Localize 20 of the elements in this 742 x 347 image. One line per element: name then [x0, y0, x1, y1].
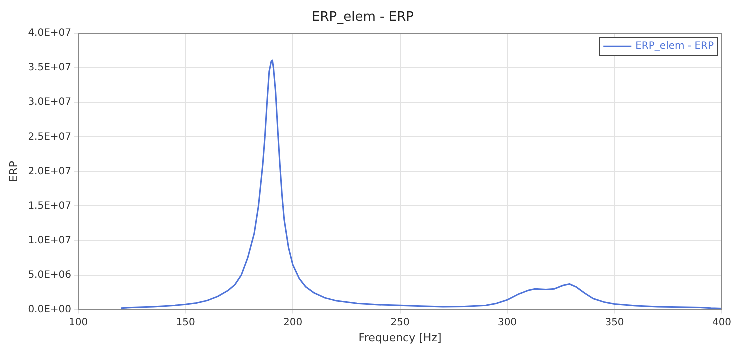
y-tick-label: 4.0E+07: [28, 28, 72, 40]
y-tick-label: 3.5E+07: [28, 62, 72, 74]
x-tick-label: 250: [390, 317, 410, 328]
legend-label: ERP_elem - ERP: [636, 41, 714, 52]
y-tick-label: 0.0E+00: [28, 304, 72, 316]
y-axis-title: ERP: [7, 160, 20, 182]
chart-title: ERP_elem - ERP: [312, 10, 414, 26]
y-tick-label: 1.0E+07: [28, 235, 72, 246]
x-tick-label: 100: [68, 317, 88, 328]
x-axis-title: Frequency [Hz]: [358, 331, 442, 344]
x-tick-label: 300: [498, 317, 518, 328]
x-tick-label: 200: [283, 317, 303, 328]
x-tick-label: 350: [605, 317, 624, 328]
y-tick-label: 2.0E+07: [28, 166, 72, 178]
y-tick-label: 3.0E+07: [28, 97, 72, 108]
y-tick-label: 2.5E+07: [28, 132, 72, 143]
y-tick-label: 1.5E+07: [28, 200, 72, 212]
x-tick-label: 400: [712, 317, 732, 328]
x-tick-label: 150: [176, 317, 196, 328]
y-tick-label: 5.0E+06: [28, 270, 72, 281]
